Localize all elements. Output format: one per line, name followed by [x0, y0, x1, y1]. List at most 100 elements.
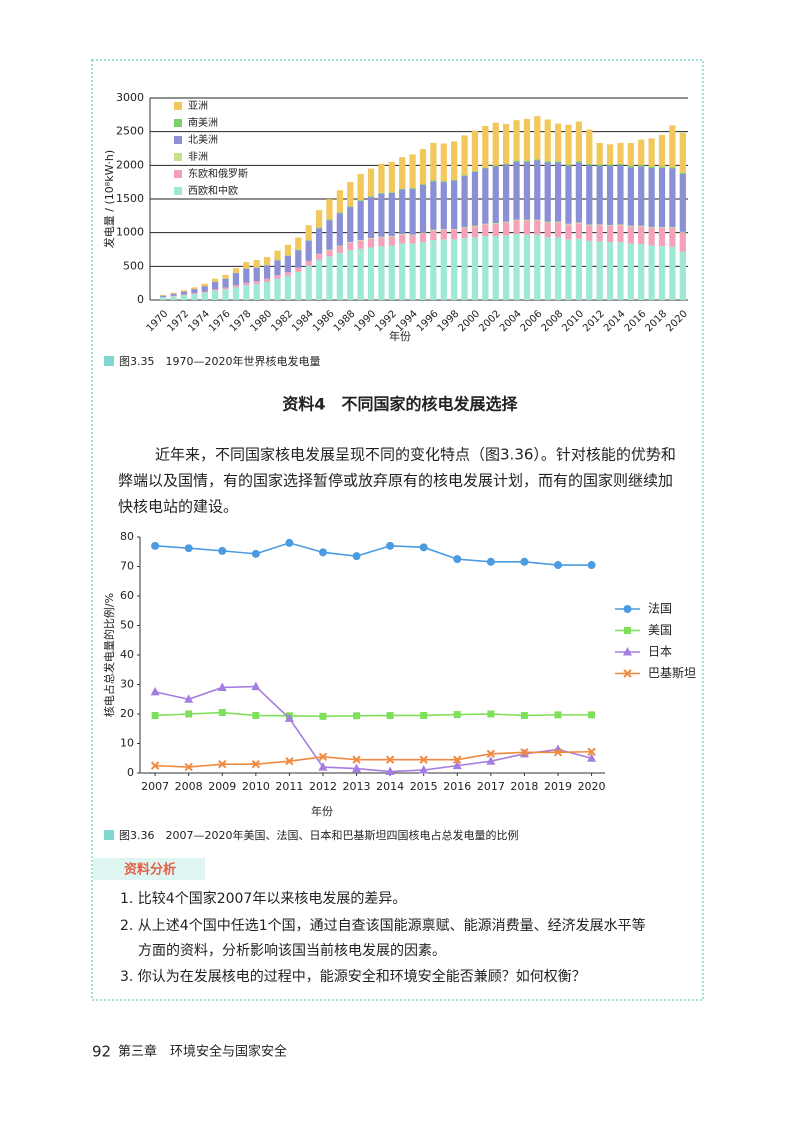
bar-segment [201, 292, 208, 300]
x-tick-label: 2020 [664, 308, 690, 334]
bar-segment [253, 283, 260, 300]
bar-segment [627, 167, 634, 226]
legend-marker [623, 605, 632, 613]
point [184, 544, 193, 553]
y-tick-label: 1000 [116, 226, 144, 239]
point [385, 755, 395, 764]
analysis-line: 3. 你认为在发展核电的过程中，能源安全和环境安全能否兼顾？如何权衡？ [120, 968, 586, 985]
y-tick-label: 500 [123, 259, 144, 272]
bar-segment [451, 180, 458, 230]
bar-segment [336, 213, 343, 246]
point [218, 546, 227, 555]
bar-segment [378, 192, 385, 194]
bar-segment [201, 291, 208, 293]
point [252, 711, 260, 719]
point [284, 713, 294, 722]
bar-segment [575, 121, 582, 162]
bar-segment [409, 243, 416, 300]
bar-segment [222, 287, 229, 290]
bar-segment [513, 220, 520, 235]
bar-segment [638, 165, 645, 167]
point [385, 766, 395, 776]
bar-segment [399, 234, 406, 244]
bar-segment [315, 228, 323, 254]
bar-segment [170, 292, 177, 294]
bar-segment [534, 116, 541, 160]
bar-segment [606, 225, 614, 226]
bar-segment [180, 295, 188, 300]
bar-segment [347, 242, 354, 243]
point [419, 765, 429, 774]
point [251, 549, 260, 558]
bar-segment [534, 219, 541, 221]
bar-segment [440, 182, 447, 230]
point [151, 711, 159, 719]
bar-segment [451, 141, 458, 180]
bar-segment [461, 135, 468, 176]
bar-segment [565, 239, 572, 300]
point [386, 541, 395, 550]
point [285, 538, 294, 547]
x-tick-label: 2000 [456, 308, 482, 334]
bar-segment [617, 224, 624, 226]
bar-segment [253, 267, 260, 282]
bar-segment [451, 239, 458, 300]
bar-segment [606, 165, 614, 226]
legend-label: 北美洲 [188, 133, 218, 146]
y-tick-label: 50 [120, 619, 134, 632]
bar-segment [160, 297, 167, 300]
bar-segment [357, 240, 364, 249]
y-tick-label: 1500 [116, 192, 144, 205]
bar-segment [669, 168, 676, 228]
bar-segment [513, 120, 520, 161]
bar-segment [367, 196, 375, 197]
legend-swatch [174, 119, 182, 127]
bar-segment [503, 235, 510, 300]
bar-segment [243, 282, 250, 286]
bar-segment [658, 134, 666, 167]
bar-segment [669, 227, 676, 228]
legend-swatch [174, 153, 182, 161]
x-tick-label: 1990 [353, 308, 379, 334]
point [318, 752, 328, 761]
bar-segment [575, 222, 582, 224]
legend-label: 亚洲 [188, 100, 208, 112]
x-tick-label: 2014 [602, 308, 628, 334]
bar-segment [492, 166, 499, 224]
point [318, 548, 327, 557]
point [352, 552, 361, 561]
bar-segment [399, 188, 406, 190]
bar-segment [305, 240, 312, 241]
bar-segment [451, 229, 458, 240]
bar-segment [170, 293, 177, 296]
bar-segment [648, 166, 655, 168]
x-axis-label: 年份 [389, 329, 411, 343]
bar-segment [679, 172, 686, 174]
x-tick-label: 2013 [343, 780, 371, 793]
x-tick-label: 2009 [208, 780, 236, 793]
bar-segment [274, 250, 281, 261]
bar-segment [575, 238, 582, 300]
bar-segment [638, 139, 645, 166]
bar-segment [658, 227, 666, 228]
bar-segment [471, 171, 479, 172]
bar-segment [679, 231, 686, 233]
caption: 图3.36 2007—2020年美国、法国、日本和巴基斯坦四国核电占总发电量的比… [119, 828, 518, 842]
bar-segment [440, 239, 447, 300]
bar-segment [461, 175, 468, 176]
bar-segment [295, 249, 302, 251]
bar-segment [606, 144, 614, 165]
bar-segment [638, 166, 645, 226]
x-tick-label: 2016 [623, 308, 649, 334]
y-tick-label: 10 [120, 737, 134, 750]
x-tick-label: 1970 [145, 308, 171, 334]
bar-segment [243, 285, 250, 300]
bar-segment [482, 224, 489, 237]
bar-segment [419, 184, 427, 185]
bar-segment [347, 250, 354, 300]
bar-segment [232, 268, 240, 273]
legend-swatch [174, 187, 182, 195]
legend-label: 美国 [648, 623, 672, 637]
x-tick-label: 2014 [376, 780, 404, 793]
